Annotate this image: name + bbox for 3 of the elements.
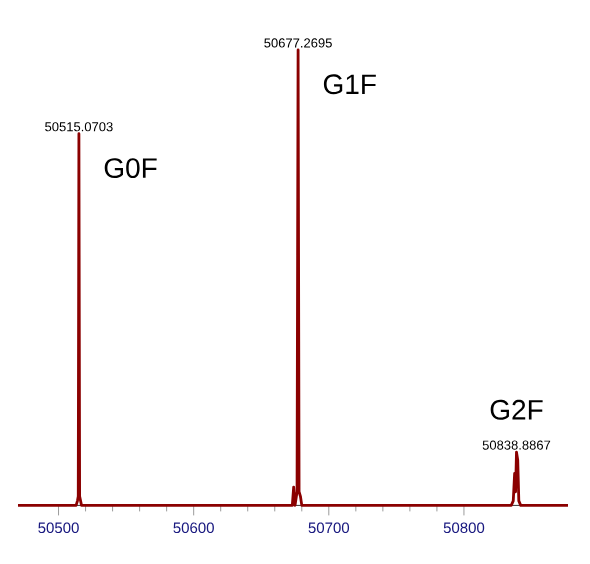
annotation: G0F [104, 158, 157, 178]
annotation: G2F [490, 399, 543, 420]
annotation: G1F [323, 74, 376, 95]
